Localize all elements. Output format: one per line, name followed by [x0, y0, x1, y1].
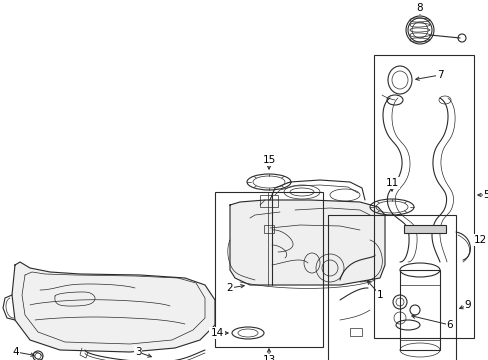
Text: 12: 12 [472, 235, 486, 245]
Text: 14: 14 [210, 328, 223, 338]
Text: 2: 2 [226, 283, 233, 293]
Bar [327, 215, 455, 360]
Text: 15: 15 [262, 155, 275, 165]
Text: 11: 11 [385, 178, 398, 188]
Polygon shape [229, 200, 384, 285]
Text: 8: 8 [416, 3, 423, 13]
Text: 1: 1 [376, 290, 383, 300]
Bar [373, 55, 473, 338]
Text: 6: 6 [446, 320, 452, 330]
Text: 9: 9 [464, 300, 470, 310]
Bar [349, 328, 361, 336]
Bar [215, 192, 323, 347]
Polygon shape [12, 262, 215, 352]
Bar [260, 195, 278, 207]
Bar [403, 225, 445, 233]
Bar [399, 270, 439, 350]
Text: 7: 7 [436, 70, 443, 80]
Text: 5: 5 [483, 190, 488, 200]
Text: 4: 4 [13, 347, 19, 357]
Text: 3: 3 [134, 347, 141, 357]
Text: 13: 13 [262, 355, 275, 360]
Bar [264, 225, 273, 233]
